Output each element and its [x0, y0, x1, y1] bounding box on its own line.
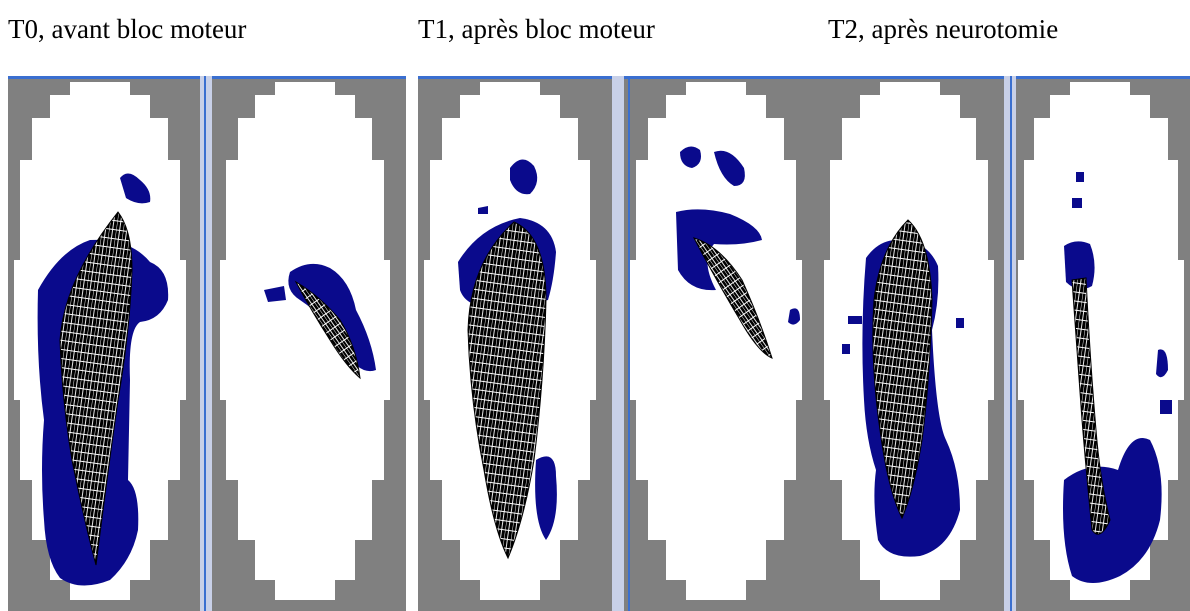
panel-t1-a: [418, 76, 624, 611]
activation-blob: [1156, 349, 1168, 378]
activation-blob: [680, 146, 701, 168]
panel-t0-b: [200, 76, 406, 611]
activation-blob: [510, 159, 538, 195]
muscle-fiber-model: [872, 219, 933, 520]
muscle-fiber-model: [467, 221, 547, 560]
activation-blob: [956, 318, 964, 328]
muscle-fiber-model: [693, 237, 773, 359]
activation-blob: [120, 173, 151, 204]
panel-t1-b: [624, 76, 818, 611]
caption-t2: T2, après neurotomie: [828, 14, 1059, 44]
activation-blob: [714, 150, 745, 186]
activation-blob: [478, 206, 488, 214]
muscle-fiber-model: [1071, 277, 1111, 535]
activation-blob: [676, 209, 762, 291]
activation-blob: [535, 456, 557, 540]
muscle-fiber-model: [59, 211, 133, 566]
panel-t2-b: [1004, 76, 1190, 611]
activation-blob: [842, 344, 850, 354]
activation-blob: [1160, 400, 1172, 414]
activation-blob: [788, 308, 800, 325]
panel-t2-a: [818, 76, 1004, 611]
caption-t1: T1, après bloc moteur: [418, 14, 655, 44]
activation-blob: [848, 316, 862, 324]
activation-blob: [1072, 198, 1082, 208]
activation-blob: [1064, 241, 1095, 290]
caption-t0: T0, avant bloc moteur: [8, 14, 247, 44]
muscle-fiber-model: [294, 280, 361, 380]
activation-blob: [1076, 172, 1084, 182]
activation-blob: [264, 286, 286, 302]
panel-t0-a: [8, 76, 200, 611]
